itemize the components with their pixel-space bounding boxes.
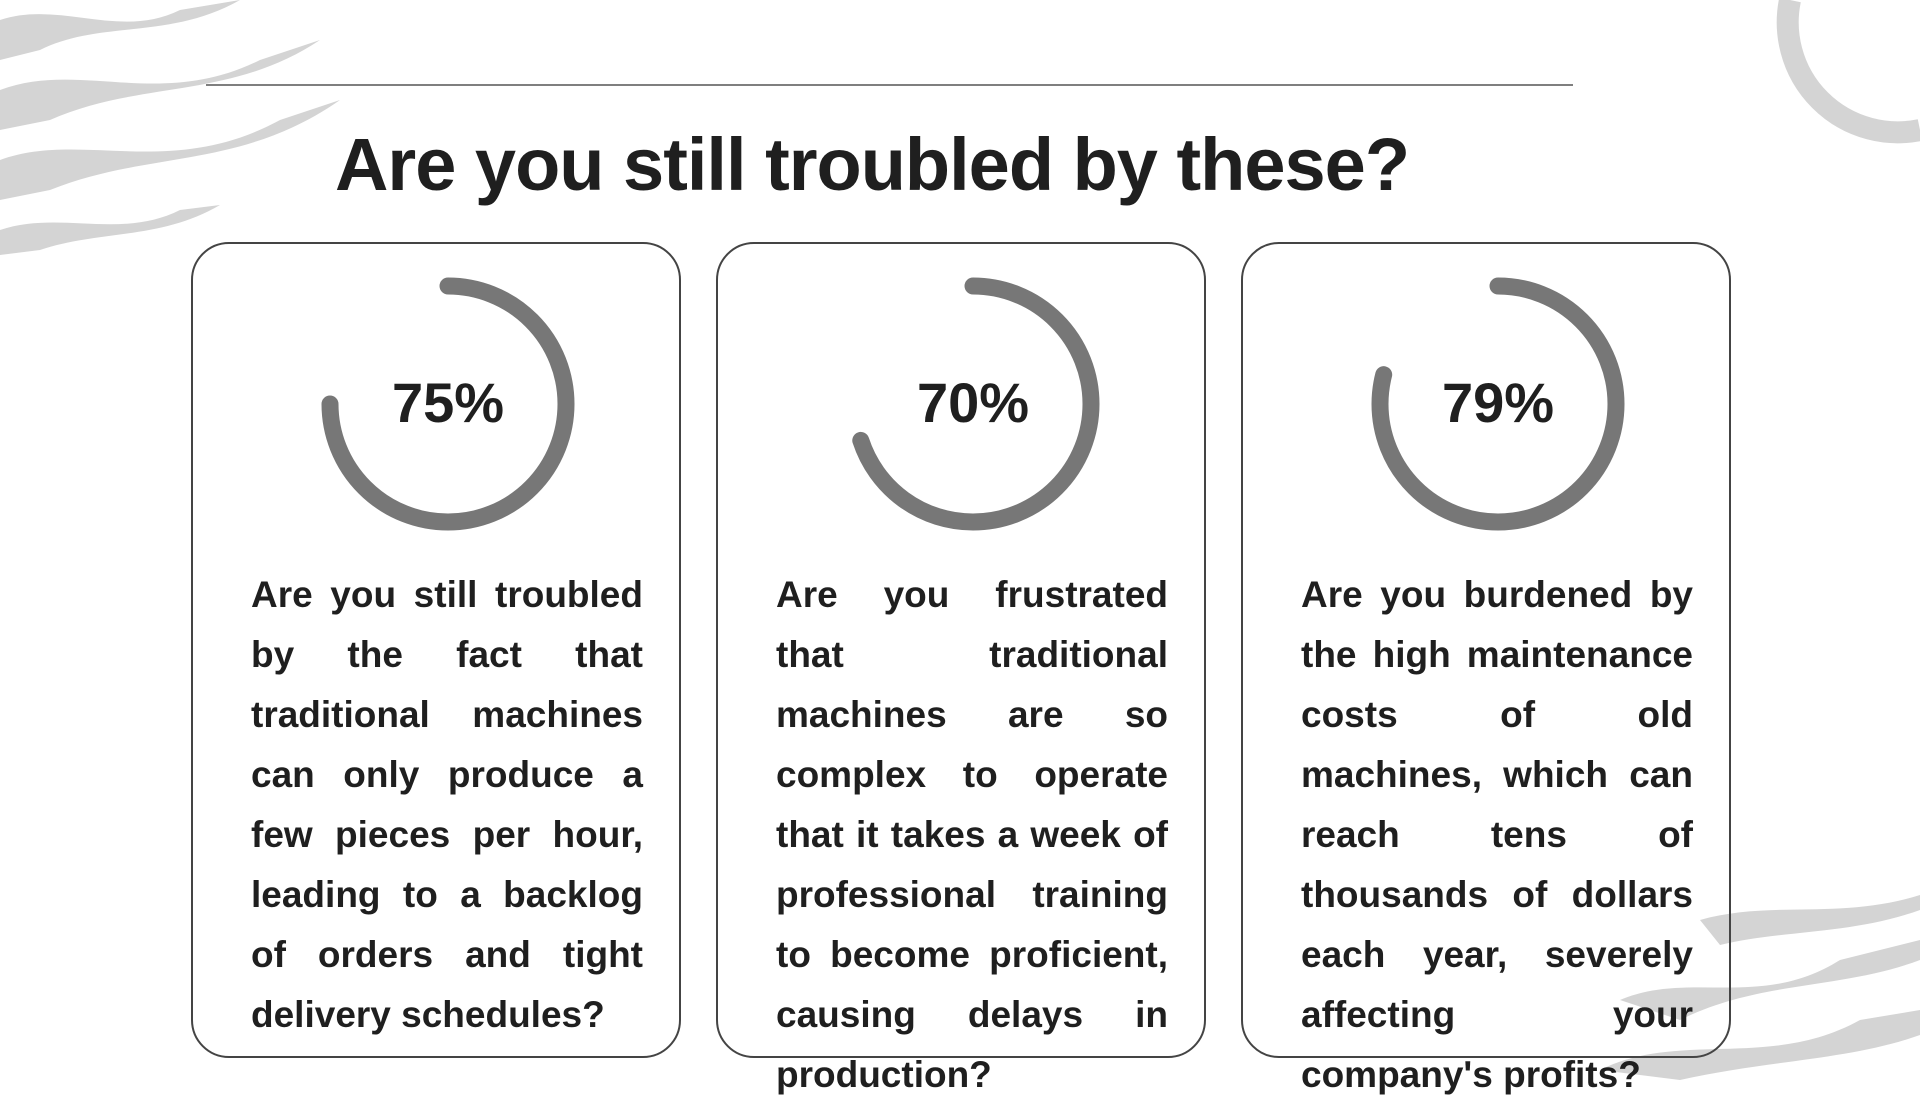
title: Are you still troubled by these? [334,123,1410,206]
gauge-arc [321,277,575,531]
card-text: Are you frustrated that traditional mach… [776,574,1168,1095]
card-text: Are you burdened by the high maintenance… [1301,574,1693,1095]
card [1241,242,1731,1058]
card [716,242,1206,1058]
background [0,0,1920,1080]
gauge-arc [1371,277,1625,531]
card-text: Are you still troubled by the fact that … [251,574,643,1035]
gauges [321,277,1625,531]
percent-label: 75% [391,371,505,434]
percent-label: 79% [1441,371,1555,434]
gauge-arc [846,277,1100,531]
wave-decoration [0,0,1920,1080]
card [191,242,681,1058]
percent-label: 70% [916,371,1030,434]
arc-decoration [1776,0,1920,144]
